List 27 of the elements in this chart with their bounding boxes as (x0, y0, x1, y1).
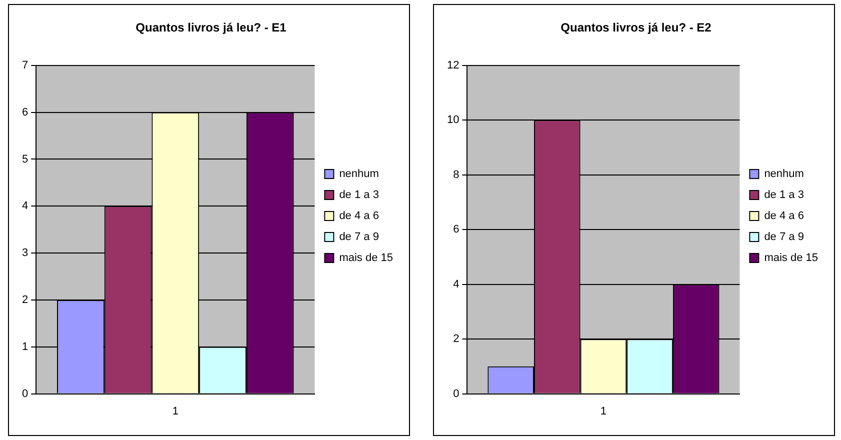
y-tick-label: 12 (446, 59, 460, 72)
y-tick-label: 1 (22, 340, 28, 353)
legend-label: nenhum (764, 168, 804, 180)
y-tick-label: 5 (22, 153, 28, 166)
y-tick-label: 6 (453, 224, 460, 236)
y-tick-label: 4 (453, 278, 460, 290)
y-tick-label: 0 (22, 388, 28, 400)
y-tick-label: 8 (453, 168, 460, 181)
legend-label: de 4 a 6 (764, 210, 804, 222)
y-tick-label: 7 (22, 59, 28, 72)
legend-label: de 4 a 6 (339, 210, 379, 222)
legend-label: de 1 a 3 (764, 189, 804, 202)
y-tick-label: 6 (22, 106, 28, 118)
legend-label: mais de 15 (339, 252, 394, 264)
y-tick-label: 2 (453, 333, 460, 346)
legend-label: de 7 a 9 (339, 231, 379, 244)
legend-label: nenhum (339, 168, 379, 180)
legend-label: mais de 15 (764, 252, 818, 264)
legend-label: de 1 a 3 (339, 189, 379, 202)
y-tick-label: 2 (22, 294, 28, 306)
y-tick-label: 10 (446, 114, 460, 126)
y-tick-label: 4 (22, 200, 28, 212)
legend-label: de 7 a 9 (764, 231, 804, 244)
y-tick-label: 0 (453, 388, 460, 400)
chart-title: Quantos livros já leu? - E2 (560, 20, 712, 35)
y-tick-label: 3 (22, 247, 28, 260)
chart-title: Quantos livros já leu? - E1 (136, 20, 287, 35)
